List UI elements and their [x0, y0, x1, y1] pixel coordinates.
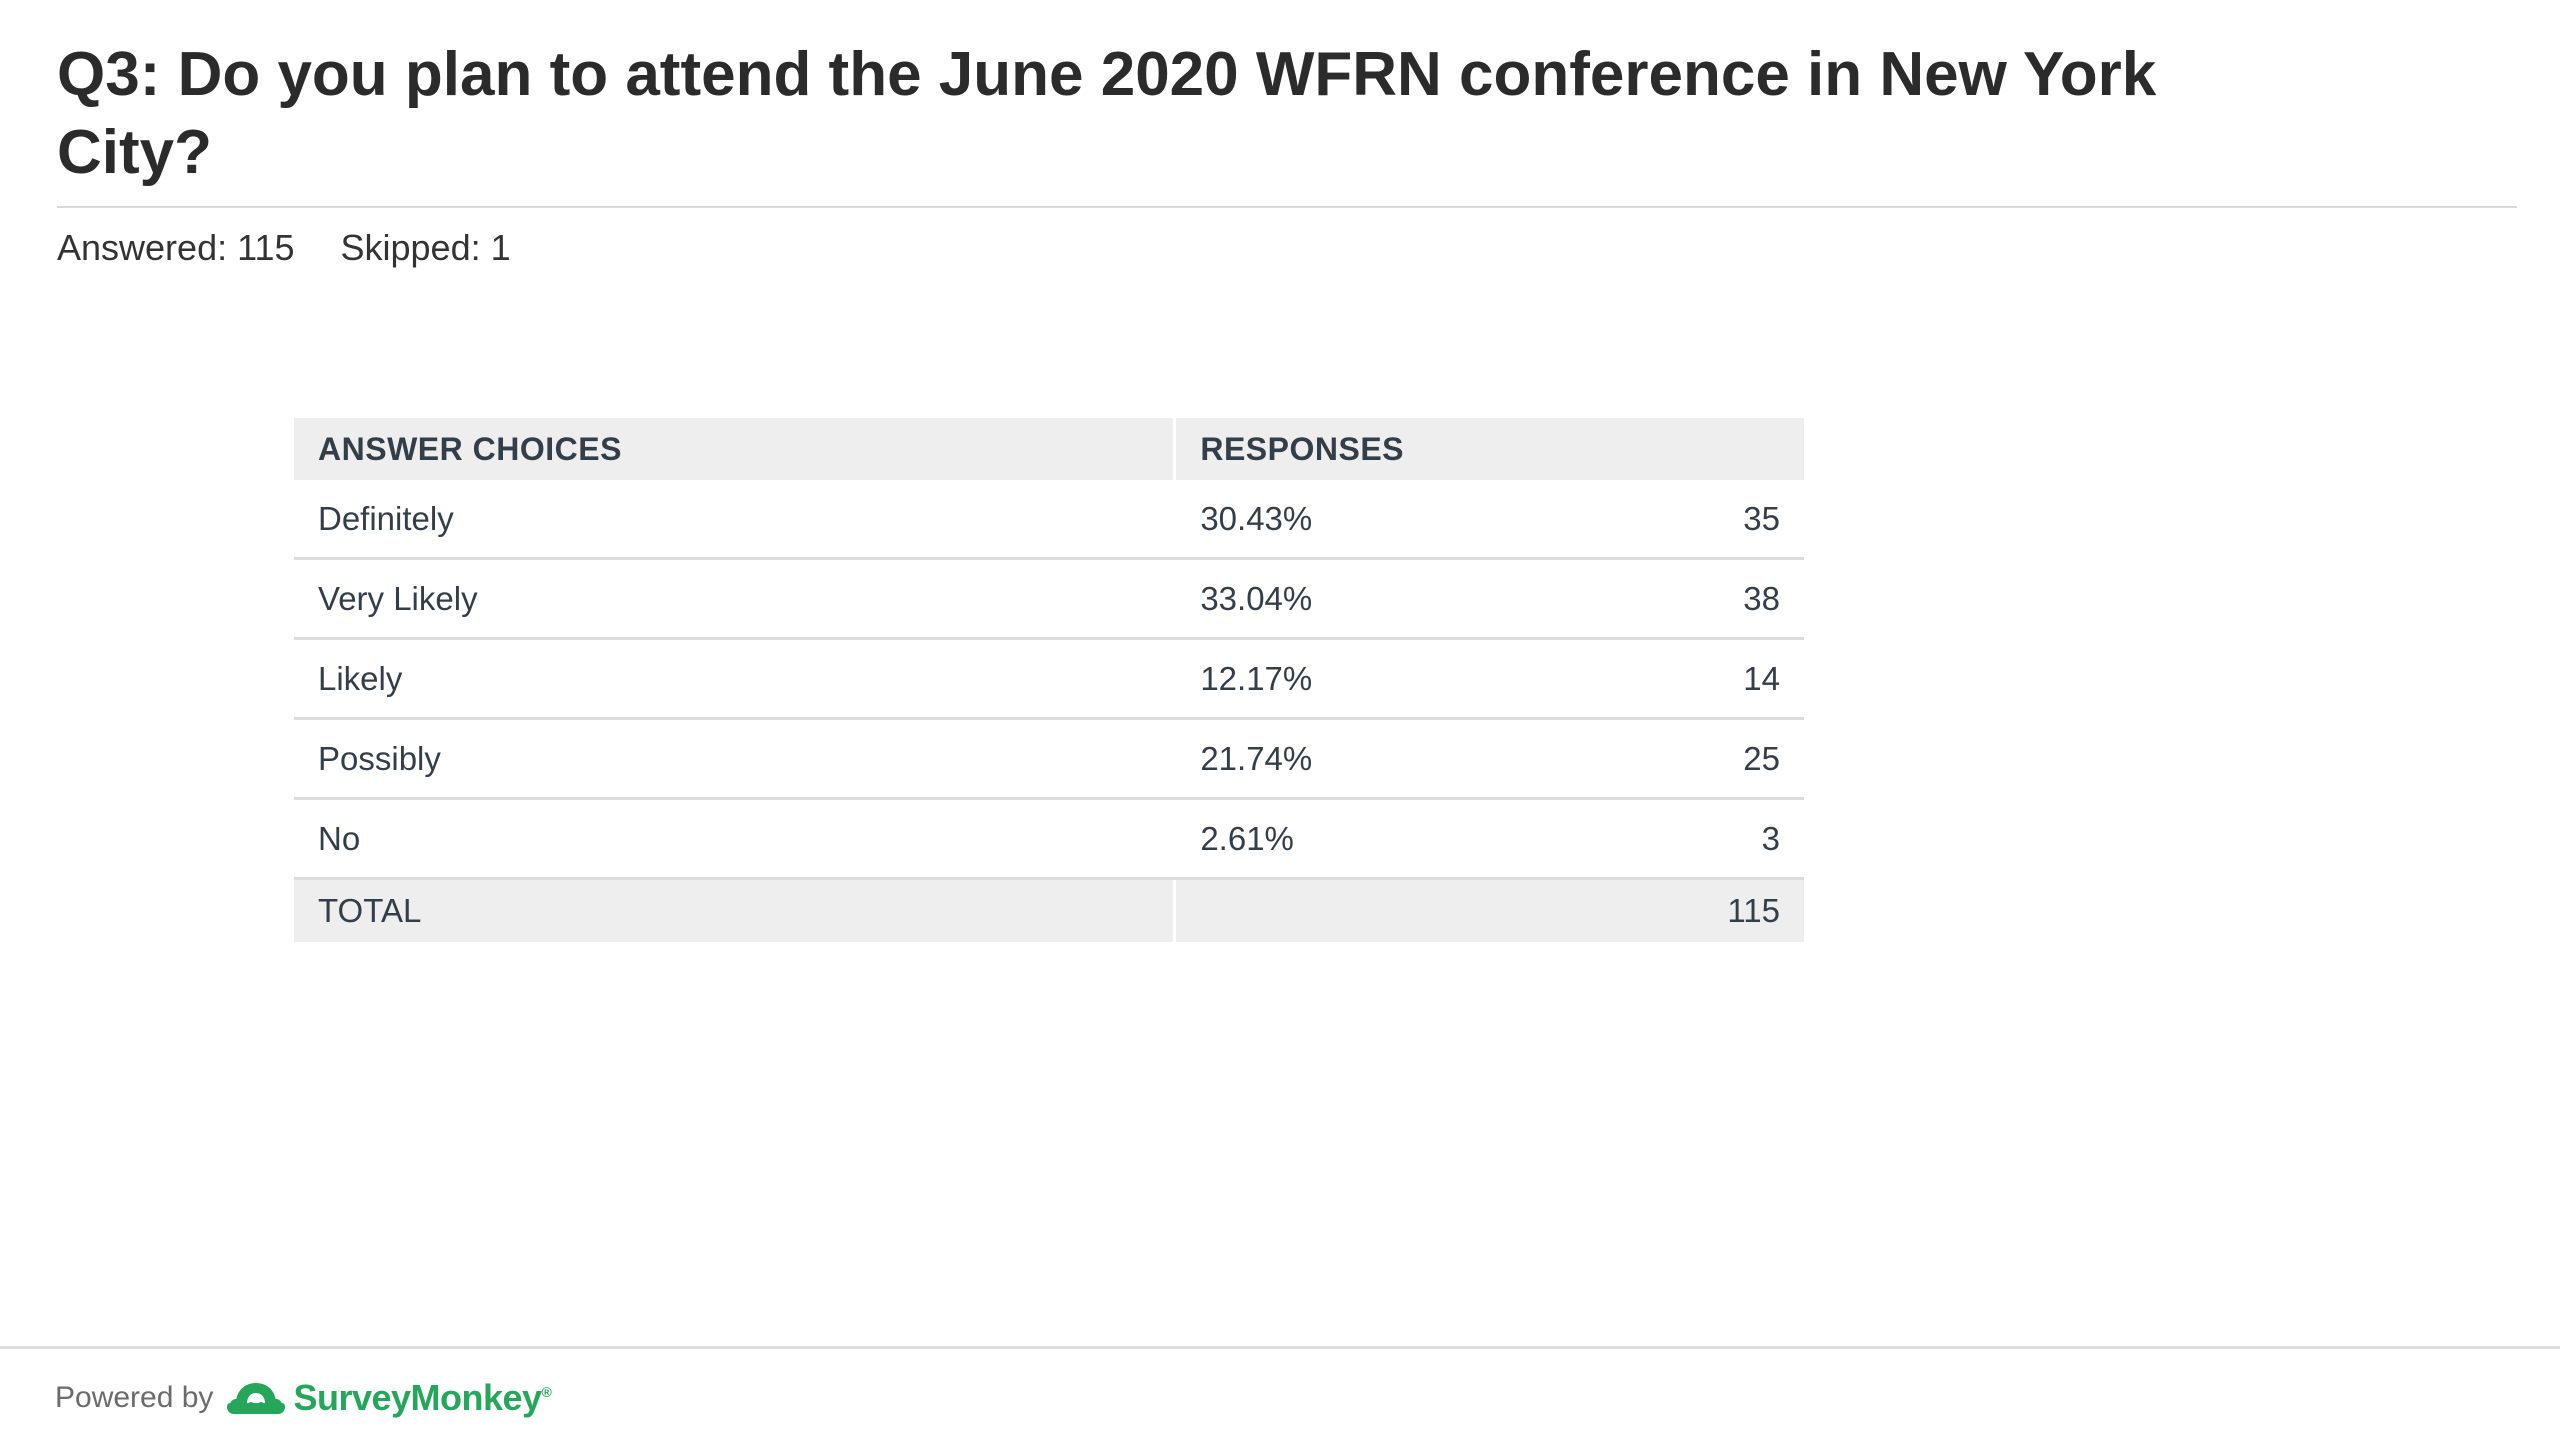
- response-percent: 30.43%: [1173, 480, 1591, 560]
- answer-choice: Definitely: [294, 480, 1175, 560]
- answer-choice: No: [294, 798, 1175, 880]
- question-title: Q3: Do you plan to attend the June 2020 …: [57, 40, 2157, 187]
- table-row: Very Likely 33.04% 38: [294, 558, 1804, 640]
- response-stats: Answered: 115 Skipped: 1: [57, 224, 2517, 272]
- response-percent: 21.74%: [1173, 718, 1591, 800]
- powered-by-label: Powered by: [55, 1381, 214, 1414]
- answered-count: Answered: 115: [57, 227, 295, 268]
- question-header: Q3: Do you plan to attend the June 2020 …: [57, 36, 2517, 272]
- results-table: ANSWER CHOICES RESPONSES Definitely 30.4…: [294, 418, 1804, 942]
- response-count: 38: [1590, 558, 1804, 640]
- brand-name: SurveyMonkey: [293, 1377, 542, 1418]
- answer-choice: Very Likely: [294, 558, 1175, 640]
- skipped-count: Skipped: 1: [340, 227, 511, 268]
- response-percent: 33.04%: [1173, 558, 1591, 640]
- total-percent-empty: [1173, 878, 1591, 942]
- answer-choices-header: ANSWER CHOICES: [294, 418, 1175, 480]
- response-count: 25: [1590, 718, 1804, 800]
- table-row: Possibly 21.74% 25: [294, 718, 1804, 800]
- table-row: Likely 12.17% 14: [294, 638, 1804, 720]
- footer-divider: [0, 1346, 2560, 1349]
- response-percent: 2.61%: [1173, 798, 1591, 880]
- table-header-row: ANSWER CHOICES RESPONSES: [294, 418, 1804, 480]
- answer-choice: Possibly: [294, 718, 1175, 800]
- total-row: TOTAL 115: [294, 878, 1804, 942]
- registered-mark: ®: [541, 1384, 552, 1400]
- response-count: 3: [1590, 798, 1804, 880]
- footer: Powered by SurveyMonkey®: [55, 1370, 552, 1426]
- responses-header: RESPONSES: [1173, 418, 1804, 480]
- surveymonkey-logo-icon[interactable]: [225, 1375, 287, 1421]
- response-percent: 12.17%: [1173, 638, 1591, 720]
- answer-choice: Likely: [294, 638, 1175, 720]
- table-row: Definitely 30.43% 35: [294, 480, 1804, 560]
- response-count: 35: [1590, 480, 1804, 560]
- table-row: No 2.61% 3: [294, 798, 1804, 880]
- surveymonkey-brand[interactable]: SurveyMonkey®: [293, 1377, 551, 1419]
- response-count: 14: [1590, 638, 1804, 720]
- total-count: 115: [1590, 878, 1804, 942]
- title-divider: [57, 206, 2517, 208]
- total-label: TOTAL: [294, 878, 1175, 942]
